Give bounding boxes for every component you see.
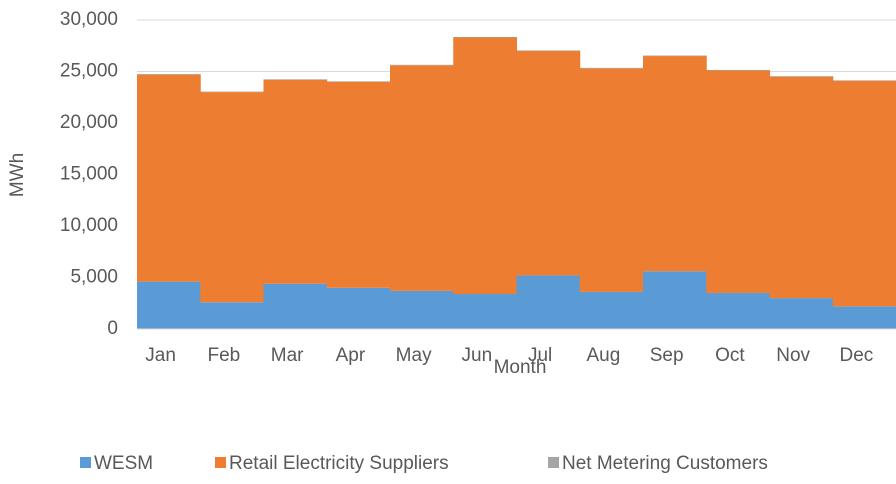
x-tick-label: Oct [715, 345, 745, 366]
bar-segment [643, 56, 707, 272]
x-axis-title: Month [494, 357, 547, 378]
bar-segment [579, 67, 644, 69]
x-tick-label: Sep [650, 345, 684, 366]
bar-segment [326, 81, 391, 288]
bar-segment [579, 68, 644, 292]
bar-segment [516, 50, 581, 51]
legend-swatch [215, 457, 226, 468]
x-tick-label: Aug [586, 345, 620, 366]
bar-segment [263, 79, 328, 284]
bar-segment [326, 81, 391, 82]
legend-swatch [80, 457, 91, 468]
bar-segment [643, 271, 707, 329]
y-tick-label: 20,000 [60, 112, 118, 133]
bar-segment [200, 91, 264, 93]
bar-segment [769, 298, 834, 329]
bar-segment [516, 275, 581, 329]
bar-segment [263, 283, 328, 329]
bar-segment [832, 306, 896, 329]
bar-segment [326, 287, 391, 329]
bar-segment [200, 302, 264, 329]
bar-segment [769, 76, 834, 299]
bar-segment [263, 79, 328, 80]
x-tick-label: Apr [336, 345, 366, 366]
bar-segment [832, 80, 896, 81]
x-tick-label: Jul [528, 345, 552, 366]
x-tick-label: May [396, 345, 432, 366]
bar-segment [453, 293, 517, 329]
y-tick-label: 0 [107, 318, 118, 339]
y-tick-label: 25,000 [60, 61, 118, 82]
bar-segment [516, 50, 581, 276]
bar-segment [390, 65, 454, 291]
bar-segment [200, 92, 264, 303]
bar-segment [643, 55, 707, 57]
bar-segment [390, 64, 454, 66]
y-tick-label: 30,000 [60, 9, 118, 30]
bar-segment [706, 292, 770, 329]
bar-segment [453, 37, 517, 294]
bar-segment [137, 74, 201, 75]
y-tick-label: 5,000 [70, 267, 118, 288]
x-tick-label: Jun [462, 345, 493, 366]
bar-segment [706, 69, 770, 71]
legend-label: Retail Electricity Suppliers [229, 453, 449, 474]
y-tick-label: 15,000 [60, 164, 118, 185]
legend-label: WESM [94, 453, 153, 474]
bar-segment [706, 70, 770, 293]
bar-segment [769, 76, 834, 77]
bar-segment [453, 36, 517, 38]
bar-segment [137, 74, 201, 282]
x-tick-label: Nov [776, 345, 810, 366]
y-tick-label: 10,000 [60, 215, 118, 236]
x-tick-label: Dec [839, 345, 873, 366]
bar-segment [832, 80, 896, 307]
legend-swatch [548, 457, 559, 468]
legend-label: Net Metering Customers [562, 453, 768, 474]
bar-segment [390, 290, 454, 329]
x-tick-label: Feb [208, 345, 241, 366]
bar-segment [137, 281, 201, 329]
x-tick-label: Jan [145, 345, 176, 366]
x-tick-label: Mar [271, 345, 304, 366]
bar-segment [579, 291, 644, 329]
y-axis-title: MWh [7, 153, 28, 197]
